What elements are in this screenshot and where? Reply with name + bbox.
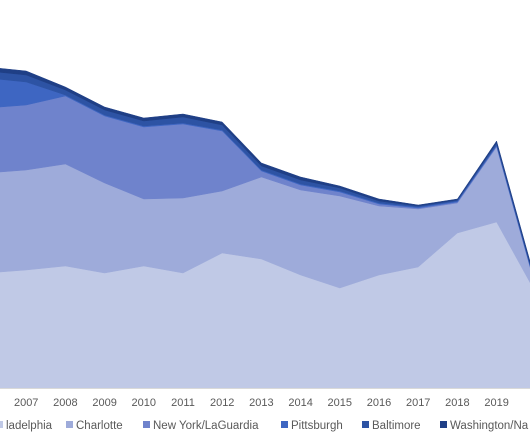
- x-tick-label-2013: 2013: [249, 397, 273, 409]
- x-tick-label-2017: 2017: [406, 397, 430, 409]
- legend-swatch-pittsburgh: [281, 421, 288, 428]
- x-tick-label-2011: 2011: [171, 397, 195, 409]
- legend-swatch-philadelphia: [0, 421, 3, 428]
- legend-swatch-washington-national: [440, 421, 447, 428]
- x-tick-label-2007: 2007: [14, 397, 38, 409]
- legend-label-charlotte: Charlotte: [76, 420, 123, 432]
- x-tick-label-2008: 2008: [53, 397, 77, 409]
- legend-label-philadelphia: ladelphia: [6, 420, 53, 432]
- legend-swatch-charlotte: [66, 421, 73, 428]
- x-tick-label-2014: 2014: [288, 397, 312, 409]
- legend-label-washington-national: Washington/Na: [450, 420, 529, 432]
- chart-areas: [0, 68, 530, 389]
- x-axis-ticks: 6200720082009201020112012201320142015201…: [14, 397, 530, 409]
- legend-label-new-york-laguardia: New York/LaGuardia: [153, 420, 259, 432]
- x-tick-label-2010: 2010: [132, 397, 156, 409]
- x-tick-label-2009: 2009: [92, 397, 116, 409]
- area-series-washington-national: [0, 68, 530, 265]
- x-tick-label-2016: 2016: [367, 397, 391, 409]
- x-tick-label-2019: 2019: [484, 397, 508, 409]
- legend-label-pittsburgh: Pittsburgh: [291, 420, 343, 432]
- legend-swatch-new-york-laguardia: [143, 421, 150, 428]
- x-tick-label-2012: 2012: [210, 397, 234, 409]
- x-tick-label-2015: 2015: [328, 397, 352, 409]
- legend-label-baltimore: Baltimore: [372, 420, 421, 432]
- legend-swatch-baltimore: [362, 421, 369, 428]
- legend: ladelphia Charlotte New York/LaGuardia Pitt…: [0, 420, 529, 432]
- x-tick-label-2018: 2018: [445, 397, 469, 409]
